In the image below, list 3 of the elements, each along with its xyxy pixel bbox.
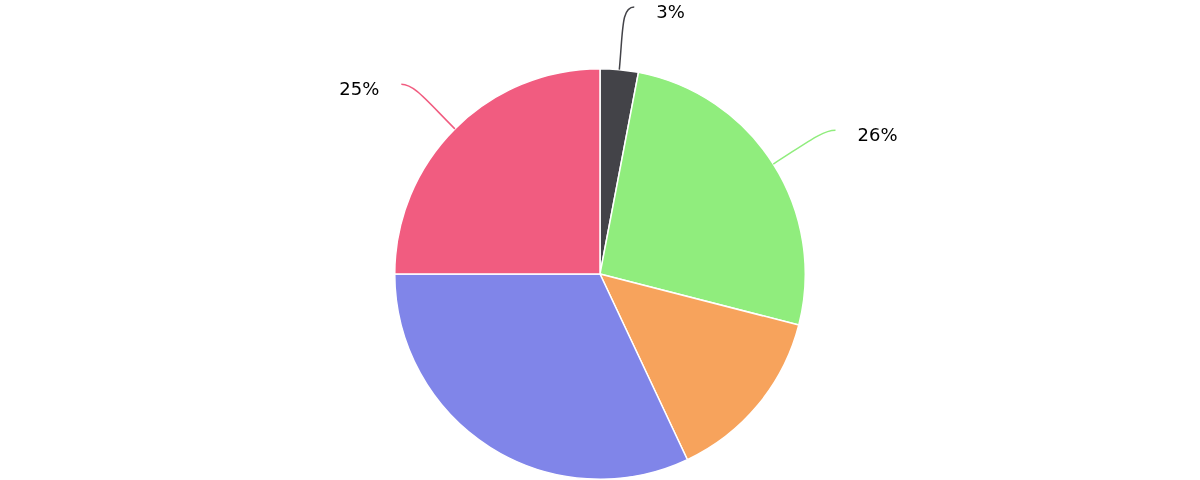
data-label: 3%: [656, 0, 685, 22]
data-label: 25%: [339, 77, 380, 99]
data-label: 26%: [857, 123, 898, 145]
